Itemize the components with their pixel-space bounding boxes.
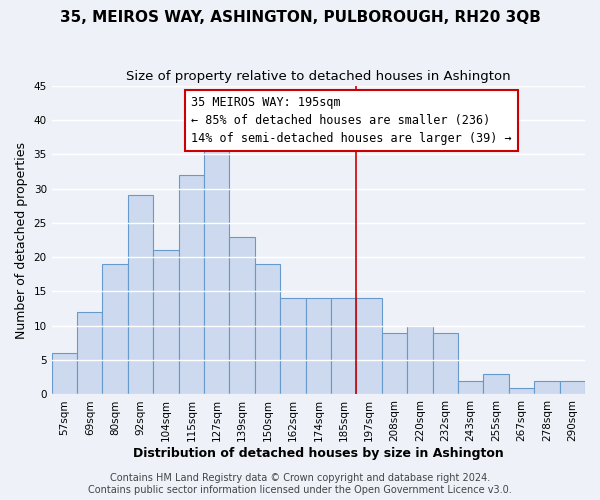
Bar [534,380,560,394]
Bar [509,388,534,394]
X-axis label: Distribution of detached houses by size in Ashington: Distribution of detached houses by size … [133,447,504,460]
Bar [356,298,382,394]
Bar [229,236,255,394]
Bar [433,332,458,394]
Bar [382,332,407,394]
Bar [560,380,585,394]
Bar [204,140,229,394]
Text: Contains HM Land Registry data © Crown copyright and database right 2024.
Contai: Contains HM Land Registry data © Crown c… [88,474,512,495]
Bar [103,264,128,394]
Bar [305,298,331,394]
Title: Size of property relative to detached houses in Ashington: Size of property relative to detached ho… [126,70,511,83]
Y-axis label: Number of detached properties: Number of detached properties [15,142,28,338]
Bar [280,298,305,394]
Bar [484,374,509,394]
Bar [407,326,433,394]
Bar [179,175,204,394]
Text: 35 MEIROS WAY: 195sqm
← 85% of detached houses are smaller (236)
14% of semi-det: 35 MEIROS WAY: 195sqm ← 85% of detached … [191,96,512,145]
Bar [458,380,484,394]
Bar [77,312,103,394]
Bar [331,298,356,394]
Text: 35, MEIROS WAY, ASHINGTON, PULBOROUGH, RH20 3QB: 35, MEIROS WAY, ASHINGTON, PULBOROUGH, R… [59,10,541,25]
Bar [128,196,153,394]
Bar [255,264,280,394]
Bar [153,250,179,394]
Bar [52,354,77,395]
